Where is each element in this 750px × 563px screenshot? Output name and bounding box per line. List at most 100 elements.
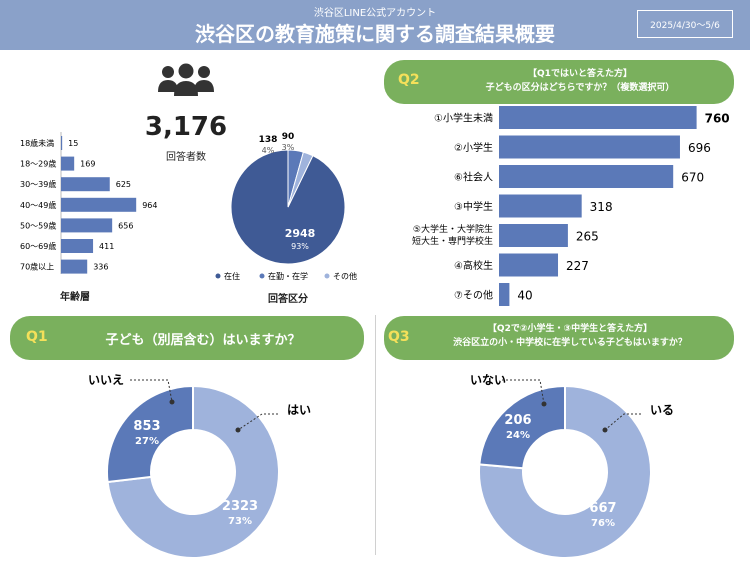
q3-banner: [384, 316, 734, 360]
q3-leader-dot: [541, 401, 547, 407]
q1-leader-line: [237, 413, 278, 431]
q2-tick-label: ⑤大学生・大学院生: [413, 223, 493, 235]
age-bar: [61, 259, 88, 274]
age-value-label: 411: [99, 242, 114, 251]
type-chart-title: 回答区分: [268, 294, 308, 305]
type-legend-swatch: [215, 273, 221, 279]
q3-percent-label: 24%: [506, 430, 530, 441]
q3-value-label: 206: [504, 413, 531, 428]
age-bar: [61, 136, 63, 150]
age-bar: [61, 197, 137, 212]
q3-category-label: いる: [650, 403, 674, 417]
q3-text-line1: 【Q2で②小学生・③中学生と答えた方】: [487, 324, 653, 334]
q3-donut-slice: [478, 384, 566, 470]
type-value-label: 2948: [285, 227, 316, 240]
age-tick-label: 50～59歳: [20, 220, 56, 230]
age-bar: [61, 156, 75, 171]
type-percent-label: 4%: [262, 146, 275, 155]
q2-tick-label: ②小学生: [454, 141, 493, 154]
age-bar: [61, 177, 110, 192]
q1-category-label: いいえ: [88, 373, 124, 387]
q2-value-label: 318: [590, 200, 613, 214]
age-value-label: 15: [68, 139, 78, 148]
q2-value-label: 760: [705, 112, 730, 126]
q1-label: Q1: [26, 329, 48, 345]
q1-percent-label: 73%: [228, 516, 252, 527]
q2-bar: [499, 135, 680, 159]
q2-tick-label: ③中学生: [454, 200, 493, 213]
q1-category-label: はい: [287, 403, 311, 417]
header-bar: [0, 0, 750, 50]
q1-donut-slice: [106, 384, 194, 484]
type-value-label: 90: [282, 132, 295, 142]
age-tick-label: 40～49歳: [20, 200, 56, 210]
q3-leader-line: [604, 413, 641, 431]
age-value-label: 625: [116, 180, 131, 189]
age-tick-label: 18～29歳: [20, 159, 56, 169]
q2-bar: [499, 194, 582, 218]
q3-leader-line: [502, 379, 545, 405]
q1-leader-dot: [235, 427, 241, 433]
type-legend-label: 在勤・在学: [268, 271, 308, 281]
type-legend-label: その他: [333, 271, 357, 281]
age-value-label: 336: [93, 263, 108, 272]
age-chart-title: 年齢層: [60, 292, 90, 303]
q3-donut-slice: [478, 384, 652, 559]
page-title: 渋谷区の教育施策に関する調査結果概要: [195, 22, 555, 46]
q2-bar: [499, 224, 568, 247]
people-icon: [158, 63, 214, 96]
type-value-label: 138: [259, 135, 278, 145]
q2-text-line1: 【Q1ではいと答えた方】: [528, 69, 632, 79]
q1-percent-label: 27%: [135, 436, 159, 447]
type-legend-swatch: [324, 273, 330, 279]
q1-leader-line: [130, 379, 173, 403]
q2-value-label: 265: [576, 230, 599, 244]
q2-bar: [499, 253, 559, 277]
q1-value-label: 2323: [222, 499, 258, 514]
type-percent-label: 3%: [282, 143, 295, 152]
q2-tick-label: ①小学生未満: [434, 112, 493, 125]
q3-leader-dot: [602, 427, 608, 433]
q3-category-label: いない: [470, 373, 506, 387]
q3-value-label: 667: [589, 501, 616, 516]
age-tick-label: 30～39歳: [20, 179, 56, 189]
type-legend-label: 在住: [224, 271, 240, 281]
q2-tick-label: ⑦その他: [454, 289, 493, 302]
q1-banner: [10, 316, 364, 360]
q2-bar: [499, 283, 510, 306]
age-bar: [61, 218, 113, 233]
q2-tick-label: 短大生・専門学校生: [412, 235, 493, 247]
section-divider: [375, 315, 376, 555]
respondent-count: 3,176: [144, 112, 228, 142]
age-tick-label: 70歳以上: [20, 262, 54, 272]
q3-percent-label: 76%: [591, 518, 615, 529]
q2-value-label: 696: [688, 141, 711, 155]
age-value-label: 656: [118, 221, 133, 230]
age-tick-label: 60～69歳: [20, 241, 56, 251]
type-percent-label: 93%: [291, 242, 309, 251]
q2-value-label: 40: [517, 289, 532, 303]
q3-label: Q3: [388, 329, 410, 345]
q3-text-line2: 渋谷区立の小・中学校に在学している子どもはいますか？: [453, 338, 687, 348]
respondent-count-label: 回答者数: [166, 152, 206, 163]
q2-value-label: 227: [566, 259, 589, 273]
q2-label: Q2: [398, 72, 420, 88]
q2-text-line2: 子どもの区分はどちらですか？（複数選択可）: [485, 83, 675, 93]
type-legend-swatch: [259, 273, 265, 279]
type-pie-slice: [230, 149, 346, 265]
q1-leader-dot: [169, 399, 175, 405]
date-range: 2025/4/30～5/6: [637, 10, 733, 38]
q2-bar: [499, 106, 697, 129]
q1-value-label: 853: [133, 419, 160, 434]
age-value-label: 169: [80, 160, 95, 169]
q2-bar: [499, 165, 674, 188]
age-tick-label: 18歳未満: [20, 138, 54, 148]
q2-tick-label: ④高校生: [454, 259, 493, 272]
age-value-label: 964: [142, 201, 157, 210]
q2-tick-label: ⑥社会人: [454, 171, 493, 184]
q2-banner: [384, 60, 734, 104]
age-bar: [61, 239, 94, 253]
q1-text: 子ども（別居含む）はいますか？: [105, 333, 301, 348]
header-subtitle: 渋谷区LINE公式アカウント: [313, 8, 437, 19]
